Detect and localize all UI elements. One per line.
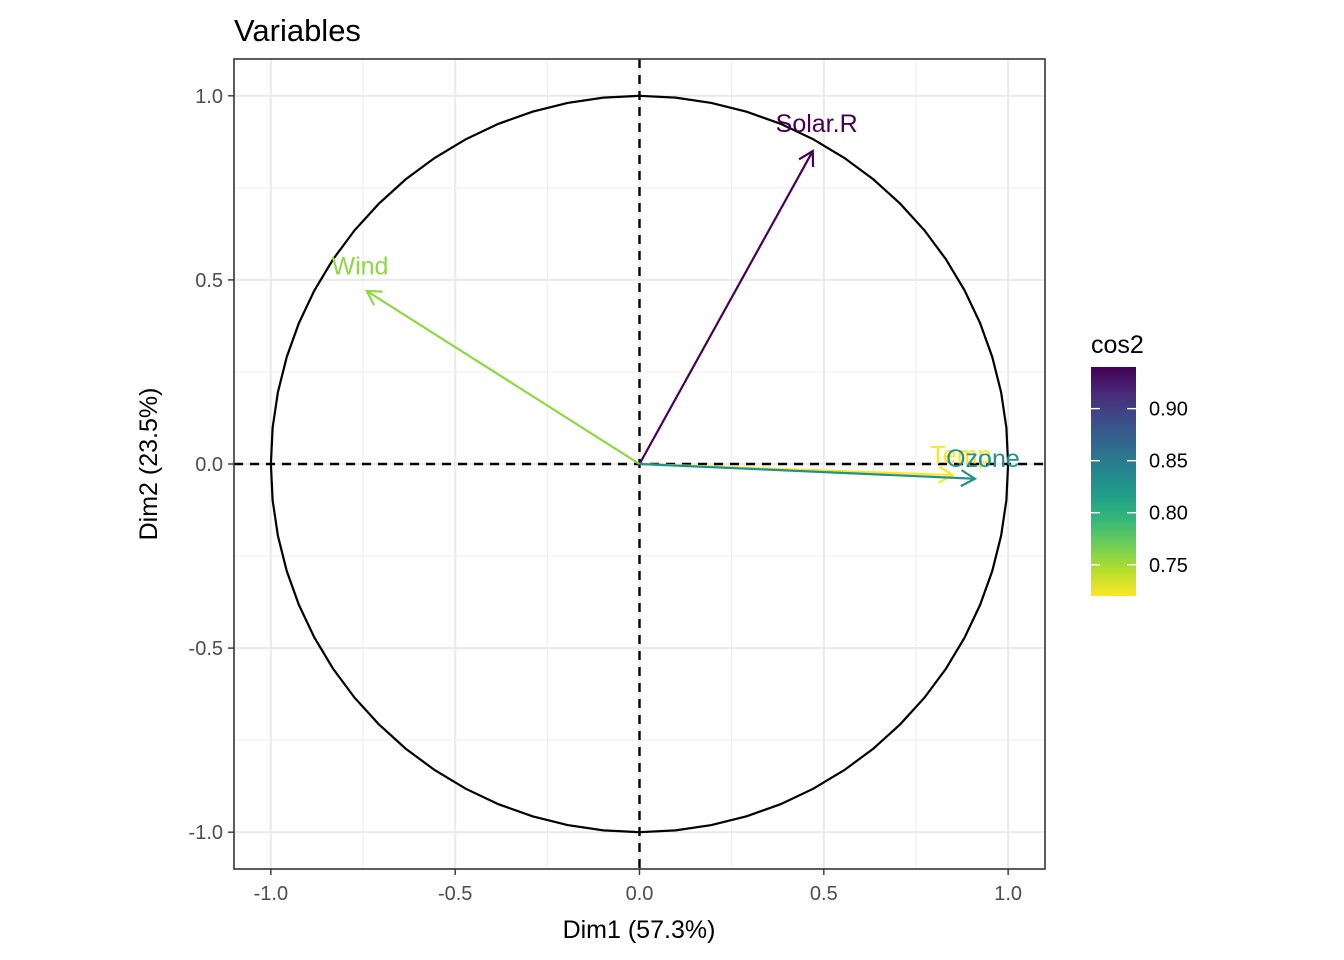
y-tick-label: 1.0 <box>195 86 223 108</box>
y-tick-label: 0.5 <box>195 270 223 292</box>
x-tick-label: 0.5 <box>810 883 838 905</box>
y-tick-label: -0.5 <box>189 638 223 660</box>
legend-tick-label: 0.75 <box>1149 555 1188 577</box>
arrowhead-wind <box>364 289 383 306</box>
legend-colorbar <box>1091 367 1136 596</box>
arrowhead-temp <box>938 465 956 484</box>
x-tick-label: -0.5 <box>438 883 472 905</box>
legend-tick-label: 0.90 <box>1149 399 1188 421</box>
y-tick-label: -1.0 <box>189 822 223 844</box>
x-tick-label: -1.0 <box>254 883 288 905</box>
chart-title: Variables <box>234 13 361 48</box>
arrowhead-solar-r <box>798 149 815 168</box>
variable-label-solar-r: Solar.R <box>776 110 858 138</box>
x-tick-label: 1.0 <box>994 883 1022 905</box>
y-tick-label: 0.0 <box>195 454 223 476</box>
variable-label-wind: Wind <box>331 253 388 281</box>
legend-tick-label: 0.80 <box>1149 503 1188 525</box>
arrowhead-ozone <box>960 469 978 488</box>
arrow-wind <box>366 290 641 465</box>
variable-label-temp: Temp <box>930 441 991 469</box>
cos2-legend: cos2 0.75 0.80 0.85 0.90 <box>1091 331 1188 596</box>
legend-title: cos2 <box>1091 331 1144 359</box>
legend-tick-label: 0.85 <box>1149 451 1188 473</box>
x-tick-label: 0.0 <box>626 883 654 905</box>
y-axis-title: Dim2 (23.5%) <box>135 388 163 541</box>
x-axis-title: Dim1 (57.3%) <box>563 916 716 944</box>
arrow-solar-r <box>638 150 814 465</box>
arrow-ozone <box>639 462 976 480</box>
variable-label-ozone: Ozone <box>946 445 1020 473</box>
